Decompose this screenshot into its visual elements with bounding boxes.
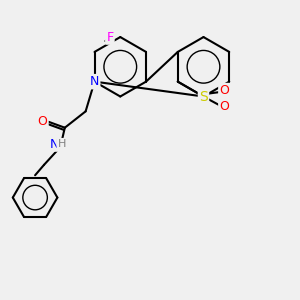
Text: S: S [199, 89, 208, 103]
Text: H: H [58, 139, 66, 149]
Text: N: N [90, 75, 99, 88]
Text: O: O [219, 84, 229, 97]
Text: N: N [50, 138, 59, 151]
Text: O: O [219, 100, 229, 113]
Text: O: O [38, 115, 47, 128]
Text: F: F [106, 31, 113, 44]
